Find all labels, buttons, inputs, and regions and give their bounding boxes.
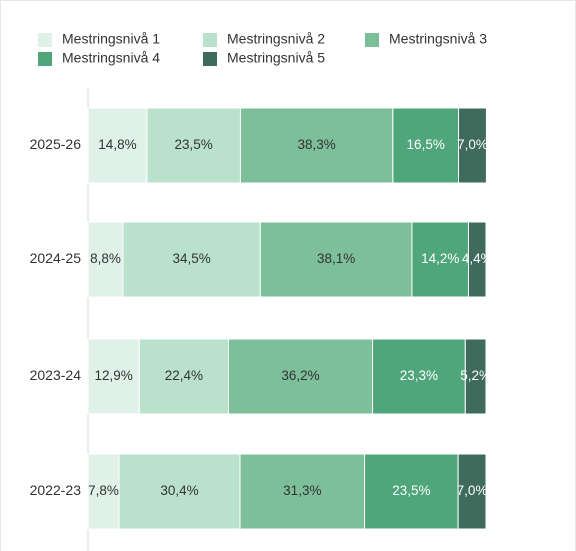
bar-segment (392, 107, 460, 184)
legend-swatch (38, 33, 52, 47)
bar-segment (138, 338, 229, 415)
bar-segment (239, 453, 366, 530)
data-label: 23,5% (392, 483, 430, 498)
bar-segment (467, 221, 487, 298)
data-label: 4,4% (462, 251, 493, 266)
data-label: 38,3% (298, 137, 336, 152)
y-tick-label: 2023-24 (30, 367, 82, 383)
bar-segment (364, 453, 459, 530)
bar-segment (372, 338, 466, 415)
bar-segment (122, 221, 261, 298)
y-tick-label: 2025-26 (30, 136, 82, 152)
bar-segment (411, 221, 469, 298)
bar-segment (457, 453, 487, 530)
data-label: 5,2% (460, 368, 491, 383)
data-label: 31,3% (283, 483, 321, 498)
bar-segment (458, 107, 487, 184)
data-label: 30,4% (160, 483, 198, 498)
data-label: 7,0% (457, 483, 488, 498)
legend-swatch (203, 52, 217, 66)
legend-swatch (203, 33, 217, 47)
y-tick-label: 2022-23 (30, 482, 82, 498)
legend-label: Mestringsnivå 1 (62, 31, 160, 47)
bar-segment (227, 338, 374, 415)
data-label: 38,1% (317, 251, 355, 266)
data-label: 12,9% (95, 368, 133, 383)
data-label: 8,8% (90, 251, 121, 266)
data-label: 7,8% (88, 483, 119, 498)
data-label: 14,2% (421, 251, 459, 266)
data-label: 23,3% (400, 368, 438, 383)
legend-label: Mestringsnivå 4 (62, 50, 160, 66)
legend-label: Mestringsnivå 2 (227, 31, 325, 47)
legend-swatch (365, 33, 379, 47)
data-label: 16,5% (407, 137, 445, 152)
legend-label: Mestringsnivå 3 (389, 31, 487, 47)
data-label: 14,8% (98, 137, 136, 152)
bar-segment (239, 107, 394, 184)
data-label: 34,5% (173, 251, 211, 266)
bar-segment (464, 338, 487, 415)
legend-swatch (38, 52, 52, 66)
bar-segment (87, 453, 120, 530)
bar-segment (146, 107, 241, 184)
data-label: 7,0% (457, 137, 488, 152)
legend-label: Mestringsnivå 5 (227, 50, 325, 66)
bar-segment (118, 453, 241, 530)
data-label: 23,5% (175, 137, 213, 152)
data-label: 22,4% (165, 368, 203, 383)
data-label: 36,2% (281, 368, 319, 383)
y-tick-label: 2024-25 (30, 250, 82, 266)
bar-segment (87, 107, 148, 184)
